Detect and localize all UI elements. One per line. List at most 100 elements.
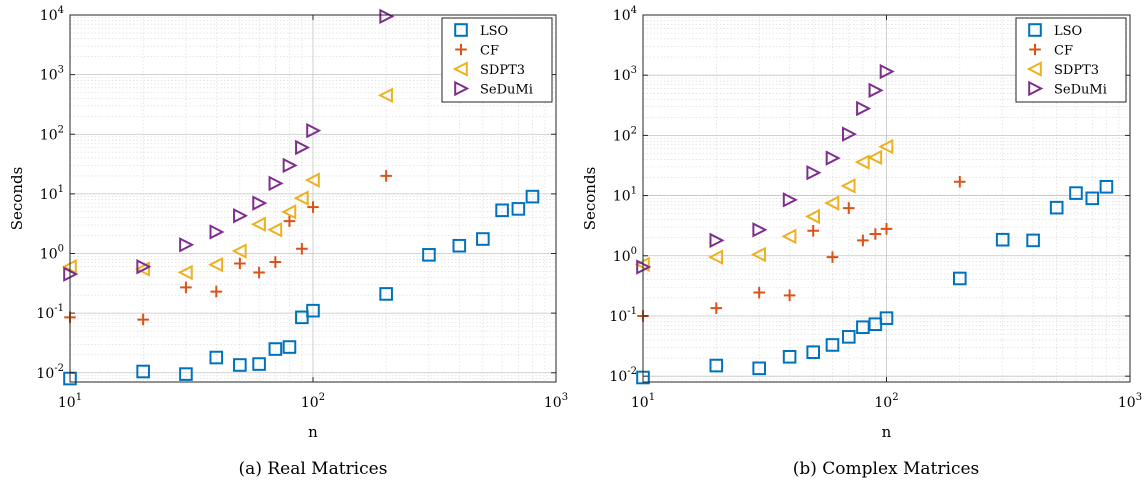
- major-grid: [642, 14, 1131, 382]
- legend-label: CF: [1054, 44, 1073, 59]
- data-point-sdpt3: [804, 208, 820, 225]
- data-point-cf: [710, 302, 723, 314]
- data-point-lso: [452, 238, 467, 253]
- data-point-cf: [783, 289, 796, 302]
- data-point-sedumi: [136, 259, 152, 275]
- data-point-lso: [233, 358, 247, 372]
- data-point-lso: [806, 345, 820, 360]
- x-tick-label: 102: [301, 392, 325, 411]
- legend: LSO CF SDPT3 SeDuMi: [441, 17, 553, 103]
- data-point-sdpt3: [840, 178, 856, 194]
- data-point-lso: [1069, 186, 1083, 200]
- data-point-sdpt3: [293, 190, 309, 206]
- data-point-sedumi: [306, 122, 322, 139]
- y-axis-label: Seconds: [581, 167, 599, 231]
- data-point-sdpt3: [867, 149, 883, 166]
- data-point-sedumi: [233, 208, 249, 224]
- data-point-sedumi: [841, 126, 858, 142]
- data-point-sdpt3: [824, 195, 840, 211]
- data-point-sedumi: [379, 8, 395, 25]
- legend-marker: [454, 80, 470, 97]
- y-tick-label: 104: [40, 5, 64, 24]
- data-point-lso: [709, 358, 724, 373]
- chart-panel-a: 101 102 103 10-2 10-1 100 101 102 103 104 n Seconds…: [8, 5, 568, 479]
- x-tick-label: 103: [544, 392, 568, 411]
- data-point-sdpt3: [208, 256, 224, 273]
- data-point-lso: [879, 311, 894, 325]
- data-point-sedumi: [179, 237, 195, 253]
- data-point-lso: [422, 248, 436, 262]
- data-point-lso: [282, 340, 297, 354]
- data-point-lso: [252, 357, 266, 371]
- legend-label: SeDuMi: [480, 83, 533, 98]
- data-point-cf: [180, 281, 192, 294]
- series-lso: [63, 189, 540, 386]
- panel-caption: (a) Real Matrices: [239, 459, 388, 479]
- data-point-sedumi: [295, 139, 311, 156]
- data-point-lso: [825, 338, 840, 352]
- panel-caption: (b) Complex Matrices: [793, 459, 980, 479]
- data-point-lso: [379, 287, 393, 301]
- data-point-sdpt3: [708, 249, 724, 265]
- y-tick-label: 102: [613, 125, 637, 144]
- x-tick-label: 102: [874, 392, 898, 411]
- data-point-cf: [307, 201, 319, 213]
- series-lso: [636, 179, 1114, 385]
- data-point-cf: [826, 251, 839, 263]
- legend-marker: [1028, 80, 1044, 97]
- y-tick-label: 104: [613, 5, 637, 24]
- legend-marker: [452, 61, 468, 77]
- legend-label: LSO: [1054, 24, 1082, 39]
- data-point-lso: [179, 367, 193, 381]
- data-point-cf: [954, 175, 966, 188]
- data-point-sdpt3: [781, 228, 797, 245]
- minor-grid: [643, 15, 1130, 382]
- legend-label: SDPT3: [1054, 63, 1099, 78]
- legend-item-cf: CF: [1029, 44, 1073, 59]
- data-point-lso: [136, 364, 150, 379]
- data-point-lso: [209, 350, 224, 365]
- y-tick-label: 10-2: [36, 363, 64, 382]
- y-axis-label: Seconds: [8, 167, 26, 231]
- data-point-lso: [995, 232, 1010, 247]
- data-point-lso: [525, 189, 540, 204]
- data-point-sdpt3: [750, 246, 766, 263]
- data-point-sdpt3: [304, 172, 320, 188]
- legend-label: LSO: [480, 24, 508, 39]
- legend-box: [1015, 17, 1127, 103]
- y-tick-label: 103: [613, 65, 637, 84]
- legend-box: [441, 17, 553, 103]
- data-point-sdpt3: [177, 264, 193, 281]
- x-axis-label: n: [882, 423, 892, 441]
- data-point-cf: [137, 313, 149, 326]
- x-tick-label: 101: [58, 392, 82, 411]
- data-point-sdpt3: [377, 87, 393, 104]
- data-point-lso: [268, 342, 283, 356]
- data-point-sedumi: [709, 232, 725, 249]
- legend-marker: [1029, 43, 1041, 56]
- data-point-sdpt3: [854, 154, 870, 170]
- legend-label: CF: [480, 44, 499, 59]
- data-point-sdpt3: [878, 138, 894, 155]
- x-axis-label: n: [308, 423, 318, 441]
- legend-marker: [454, 23, 468, 37]
- data-point-lso: [476, 232, 490, 246]
- data-point-sdpt3: [134, 261, 150, 277]
- data-point-lso: [841, 330, 856, 344]
- data-point-sdpt3: [250, 216, 266, 232]
- legend-marker: [1026, 61, 1042, 77]
- legend: LSO CF SDPT3 SeDuMi: [1015, 17, 1127, 103]
- data-point-cf: [842, 202, 855, 214]
- data-point-cf: [253, 266, 265, 279]
- data-point-sdpt3: [281, 204, 297, 220]
- data-point-cf: [807, 224, 819, 237]
- data-point-lso: [1085, 191, 1100, 206]
- data-point-lso: [1099, 179, 1114, 194]
- x-tick-label: 103: [1118, 392, 1142, 411]
- y-tick-label: 10-1: [36, 303, 64, 322]
- data-point-sedumi: [879, 63, 895, 80]
- x-tick-label: 101: [631, 392, 655, 411]
- data-point-cf: [269, 256, 282, 268]
- data-point-lso: [495, 203, 509, 218]
- legend-marker: [455, 43, 467, 56]
